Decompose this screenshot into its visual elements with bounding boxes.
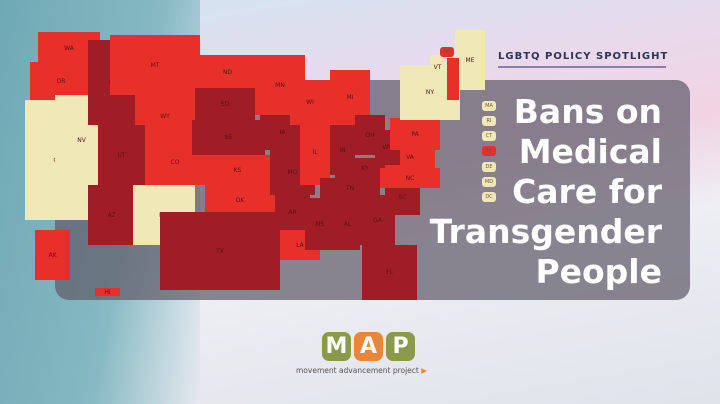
state-fl: FL [362,245,417,300]
state-il: IL [300,120,330,185]
callout-nh: NH [440,47,454,57]
arrow-icon: ▶ [421,366,428,375]
callout-dc: DC [482,192,496,202]
state-tx: TX [160,212,280,290]
logo-letter-m: M [322,332,351,361]
logo-letter-a: A [354,332,383,361]
title-line: People [535,252,662,291]
state-ms: MS [305,198,335,250]
state-ar: AR [275,195,310,230]
state-hi: HI [95,288,120,296]
title-line: Medical [518,132,662,171]
callout-de: DE [482,162,496,172]
state-or: OR [30,62,92,100]
state-ks: KS [205,155,270,185]
logo-letter-p: P [386,332,415,361]
state-vt: VT [430,55,445,80]
callout-ct: CT [482,131,496,141]
tagline-text: movement advancement project [296,366,419,375]
kicker-underline [498,66,666,68]
state-me: ME [455,30,485,90]
state-pa: PA [390,118,440,150]
state-nh-shape [447,58,459,100]
state-mt: MT [110,35,200,95]
state-nd: ND [200,55,255,90]
callout-ma: MA [482,101,496,111]
state-ut: UT [98,125,145,185]
state-wy: WY [135,92,195,140]
state-ak: AK [35,230,70,280]
title-line: Transgender [429,212,662,251]
title-line: Care for [512,172,662,211]
callout-nj: NJ [482,146,496,156]
logo-tagline: movement advancement project ▶ [296,366,427,375]
state-nc: NC [380,168,440,188]
state-sd: SD [195,88,255,120]
state-al: AL [335,198,360,250]
state-ne: NE [192,120,265,155]
callout-md: MD [482,177,496,187]
map-logo: M A P [322,332,415,361]
state-ok: OK [205,185,275,215]
state-az: AZ [88,185,135,245]
page-title: Bans on Medical Care for Transgender Peo… [430,92,662,292]
state-tn: TN [320,178,380,198]
kicker-label: LGBTQ POLICY SPOTLIGHT [498,51,669,62]
callout-ri: RI [482,116,496,126]
title-line: Bans on [513,92,662,131]
state-wi: WI [290,80,330,125]
